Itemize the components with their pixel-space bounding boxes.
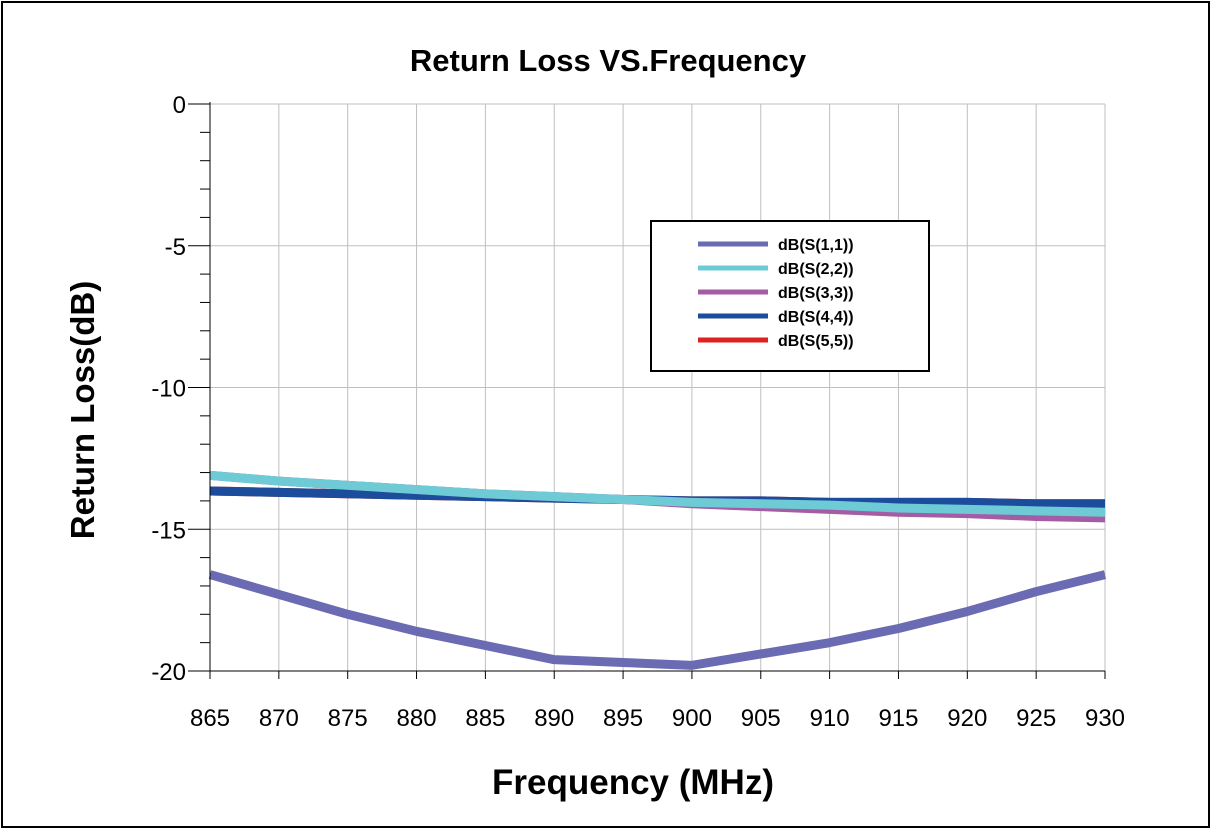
y-tick-label: -10: [151, 376, 186, 403]
legend: dB(S(1,1)) dB(S(2,2)) dB(S(3,3)) dB(S(4,4))…: [650, 220, 930, 372]
legend-entry-label: dB(S(5,5)): [778, 333, 854, 350]
x-axis-label: Frequency (MHz): [492, 763, 774, 802]
x-tick-label: 900: [672, 705, 712, 732]
x-tick-label: 905: [741, 705, 781, 732]
x-tick-label: 870: [259, 705, 299, 732]
x-tick-label: 895: [603, 705, 643, 732]
legend-entry-label: dB(S(1,1)): [778, 237, 854, 254]
x-tick-label: 910: [810, 705, 850, 732]
y-axis-label: Return Loss(dB): [64, 281, 101, 540]
legend-entry-label: dB(S(4,4)): [778, 309, 854, 326]
y-tick-label: 0: [173, 92, 186, 119]
grid-lines: [210, 103, 1106, 671]
x-tick-label: 885: [465, 705, 505, 732]
x-tick-label: 915: [878, 705, 918, 732]
x-tick-label: 925: [1016, 705, 1056, 732]
series-line: [209, 470, 1106, 517]
y-tick-label: -15: [151, 517, 186, 544]
legend-box: [650, 220, 930, 372]
x-tick-label: 865: [190, 705, 230, 732]
chart-title: Return Loss VS.Frequency: [410, 43, 807, 78]
y-tick-label: -5: [165, 234, 186, 261]
x-tick-label: 880: [397, 705, 437, 732]
x-tick-label: 875: [328, 705, 368, 732]
series-lines: [208, 470, 1107, 670]
x-tick-label: 890: [534, 705, 574, 732]
legend-entry-label: dB(S(3,3)): [778, 285, 854, 302]
y-tick-label: -20: [151, 659, 186, 686]
series-line: [208, 570, 1107, 670]
legend-entry-label: dB(S(2,2)): [778, 261, 854, 278]
x-tick-label: 930: [1085, 705, 1125, 732]
x-tick-label: 920: [947, 705, 987, 732]
